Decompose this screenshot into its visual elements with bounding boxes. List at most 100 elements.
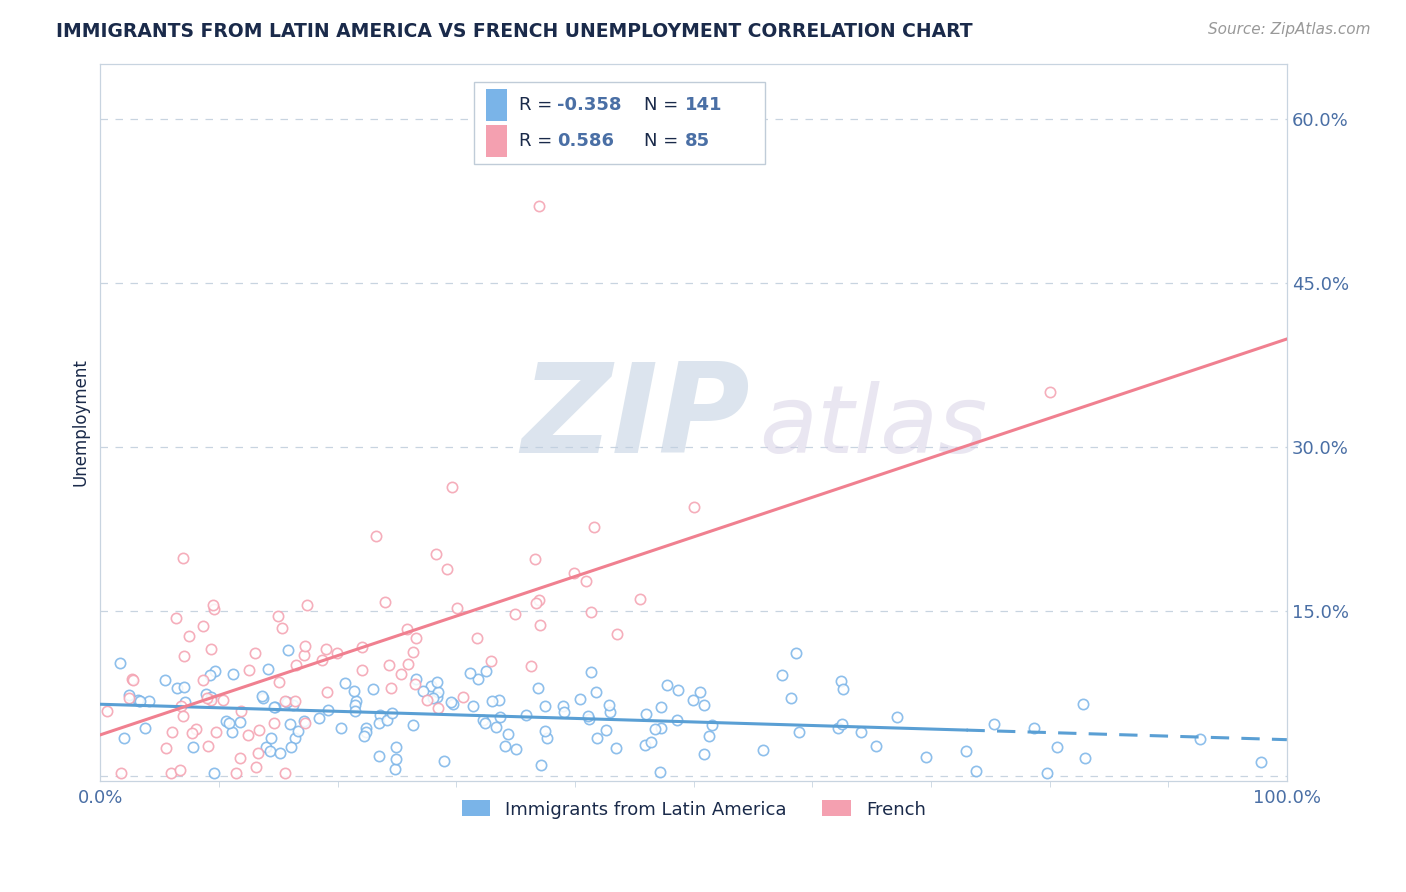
Point bbox=[276, 694, 298, 708]
Point bbox=[193, 673, 215, 687]
FancyBboxPatch shape bbox=[486, 89, 508, 121]
Point bbox=[260, 731, 283, 746]
Point bbox=[263, 700, 285, 714]
Point bbox=[426, 701, 449, 715]
Point bbox=[520, 659, 543, 673]
Point bbox=[269, 747, 291, 761]
Point bbox=[385, 740, 408, 755]
Point bbox=[218, 716, 240, 731]
Point bbox=[368, 708, 391, 723]
Legend: Immigrants from Latin America, French: Immigrants from Latin America, French bbox=[454, 793, 934, 826]
Point bbox=[697, 729, 720, 743]
Point bbox=[246, 746, 269, 760]
Point bbox=[228, 714, 250, 729]
Point bbox=[281, 698, 304, 713]
Point bbox=[278, 716, 301, 731]
Point bbox=[475, 665, 498, 679]
Point bbox=[402, 645, 425, 659]
Point bbox=[915, 749, 938, 764]
Point bbox=[184, 722, 207, 736]
Point bbox=[425, 690, 447, 705]
Point bbox=[380, 681, 402, 695]
Point bbox=[693, 747, 716, 761]
Point bbox=[579, 605, 602, 619]
Point bbox=[294, 715, 316, 730]
Point bbox=[165, 611, 187, 625]
Point bbox=[117, 690, 139, 705]
Point bbox=[273, 766, 295, 780]
Point bbox=[315, 642, 337, 657]
Point bbox=[405, 672, 427, 686]
Point bbox=[578, 712, 600, 726]
Point bbox=[284, 731, 307, 746]
Point bbox=[505, 742, 527, 756]
FancyBboxPatch shape bbox=[474, 82, 765, 164]
Point bbox=[474, 716, 496, 731]
Point bbox=[121, 672, 143, 686]
Point bbox=[292, 648, 315, 662]
Point bbox=[177, 629, 200, 643]
Point bbox=[173, 680, 195, 694]
Point bbox=[1038, 385, 1060, 400]
Point bbox=[96, 704, 118, 718]
Point bbox=[752, 742, 775, 756]
Point bbox=[849, 725, 872, 739]
Point bbox=[983, 716, 1005, 731]
Point bbox=[585, 685, 607, 699]
Point bbox=[385, 752, 408, 766]
Point bbox=[266, 608, 288, 623]
Point bbox=[772, 668, 794, 682]
Point bbox=[458, 666, 481, 681]
Point bbox=[599, 705, 621, 719]
Point bbox=[236, 727, 259, 741]
Point bbox=[412, 684, 434, 698]
Point bbox=[247, 723, 270, 737]
Point bbox=[467, 673, 489, 687]
Point bbox=[581, 665, 603, 680]
Point bbox=[465, 631, 488, 645]
Point bbox=[389, 666, 412, 681]
Point bbox=[551, 698, 574, 713]
Point bbox=[315, 685, 337, 699]
Point bbox=[640, 734, 662, 748]
Point bbox=[655, 678, 678, 692]
Point bbox=[221, 667, 243, 681]
Point bbox=[606, 626, 628, 640]
Point bbox=[194, 687, 217, 701]
Point bbox=[287, 723, 309, 738]
Text: N =: N = bbox=[644, 132, 683, 150]
Point bbox=[494, 739, 516, 753]
Point bbox=[644, 722, 666, 736]
Text: R =: R = bbox=[519, 132, 558, 150]
Point bbox=[441, 480, 464, 494]
Point bbox=[200, 693, 222, 707]
Point bbox=[112, 731, 135, 745]
Point bbox=[955, 744, 977, 758]
Text: ZIP: ZIP bbox=[522, 359, 751, 479]
Point bbox=[1074, 751, 1097, 765]
Point bbox=[598, 698, 620, 713]
Point bbox=[633, 739, 655, 753]
Point bbox=[650, 721, 672, 735]
Point bbox=[350, 663, 373, 677]
Point bbox=[384, 762, 406, 776]
Point bbox=[1046, 739, 1069, 754]
Point bbox=[134, 721, 156, 735]
Point bbox=[201, 598, 224, 612]
Point bbox=[252, 690, 274, 704]
Point bbox=[191, 619, 214, 633]
Point bbox=[628, 591, 651, 606]
Point bbox=[127, 693, 149, 707]
Point bbox=[172, 551, 194, 566]
Text: N =: N = bbox=[644, 96, 683, 114]
Point bbox=[404, 677, 426, 691]
Point bbox=[308, 711, 330, 725]
Y-axis label: Unemployment: Unemployment bbox=[72, 359, 89, 486]
Point bbox=[785, 646, 807, 660]
Point bbox=[886, 710, 908, 724]
Point bbox=[138, 694, 160, 708]
Point bbox=[682, 500, 704, 515]
Point bbox=[110, 766, 132, 780]
FancyBboxPatch shape bbox=[486, 125, 508, 157]
Point bbox=[965, 764, 987, 779]
